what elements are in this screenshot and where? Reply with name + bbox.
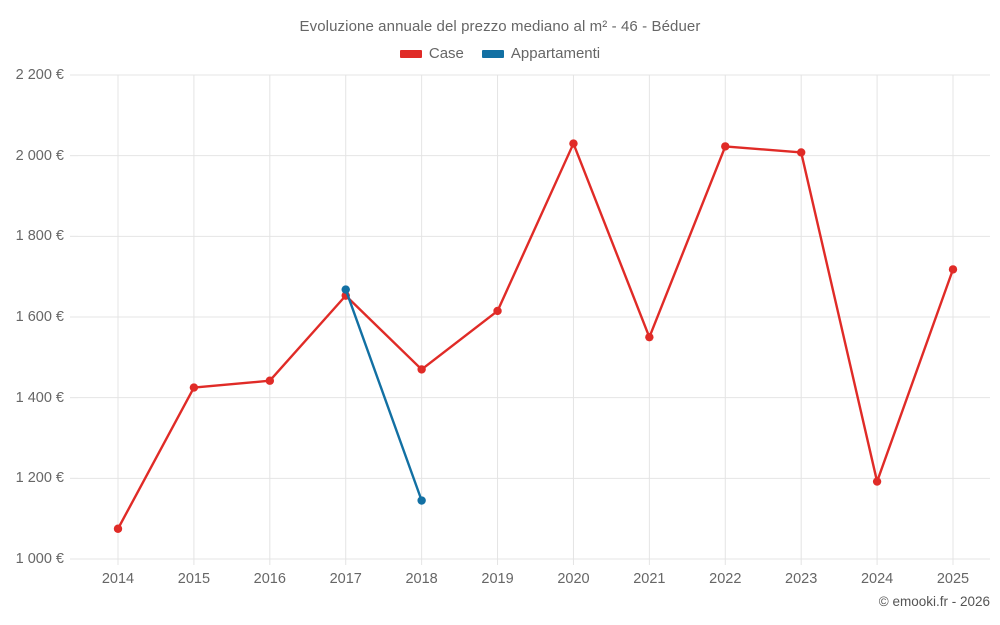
credit-text: © emooki.fr - 2026 [878, 594, 990, 609]
data-point-case[interactable] [417, 365, 426, 374]
data-point-case[interactable] [872, 477, 882, 486]
series-line-case [116, 142, 955, 530]
legend-item-case[interactable]: Case [399, 45, 464, 62]
y-axis-label: 1 400 € [15, 389, 64, 406]
y-axis-label: 1 600 € [15, 309, 64, 325]
x-axis-label: 2017 [329, 571, 362, 587]
x-axis-label: 2025 [936, 571, 970, 587]
x-axis-label: 2018 [405, 571, 438, 587]
legend-swatch-appartamenti [481, 49, 504, 58]
data-point-case[interactable] [796, 148, 806, 157]
y-axis-label: 1 800 € [15, 228, 64, 245]
x-axis-label: 2014 [101, 571, 135, 587]
y-axis-label: 1 000 € [15, 551, 64, 567]
x-axis-label: 2019 [481, 571, 514, 587]
x-axis-label: 2024 [860, 571, 894, 587]
y-axis-label: 2 000 € [15, 147, 64, 164]
x-axis-label: 2015 [177, 571, 211, 587]
data-point-case[interactable] [721, 142, 730, 151]
legend-label-appartamenti: Appartamenti [510, 45, 601, 62]
series-line-appartamenti [344, 288, 423, 502]
y-axis-label: 2 200 € [15, 67, 64, 83]
legend-label-case: Case [428, 45, 464, 62]
data-point-case[interactable] [948, 265, 958, 274]
legend-swatch-case [399, 49, 422, 58]
data-point-case[interactable] [569, 139, 578, 148]
legend-item-appartamenti[interactable]: Appartamenti [481, 45, 601, 62]
x-axis-label: 2022 [709, 571, 742, 587]
data-point-case[interactable] [265, 376, 275, 385]
data-point-case[interactable] [189, 383, 199, 392]
data-point-appartamenti[interactable] [341, 285, 350, 294]
x-axis-label: 2021 [633, 571, 666, 587]
x-axis-label: 2020 [557, 571, 590, 587]
x-axis-label: 2016 [253, 571, 286, 587]
data-point-case[interactable] [493, 306, 502, 316]
data-point-appartamenti[interactable] [417, 496, 426, 505]
data-point-case[interactable] [113, 524, 123, 533]
x-axis-label: 2023 [785, 571, 818, 587]
data-point-case[interactable] [645, 332, 654, 342]
y-axis-label: 1 200 € [15, 470, 64, 487]
chart-legend: Case Appartamenti [0, 45, 1000, 62]
chart-title: Evoluzione annuale del prezzo mediano al… [299, 18, 701, 35]
